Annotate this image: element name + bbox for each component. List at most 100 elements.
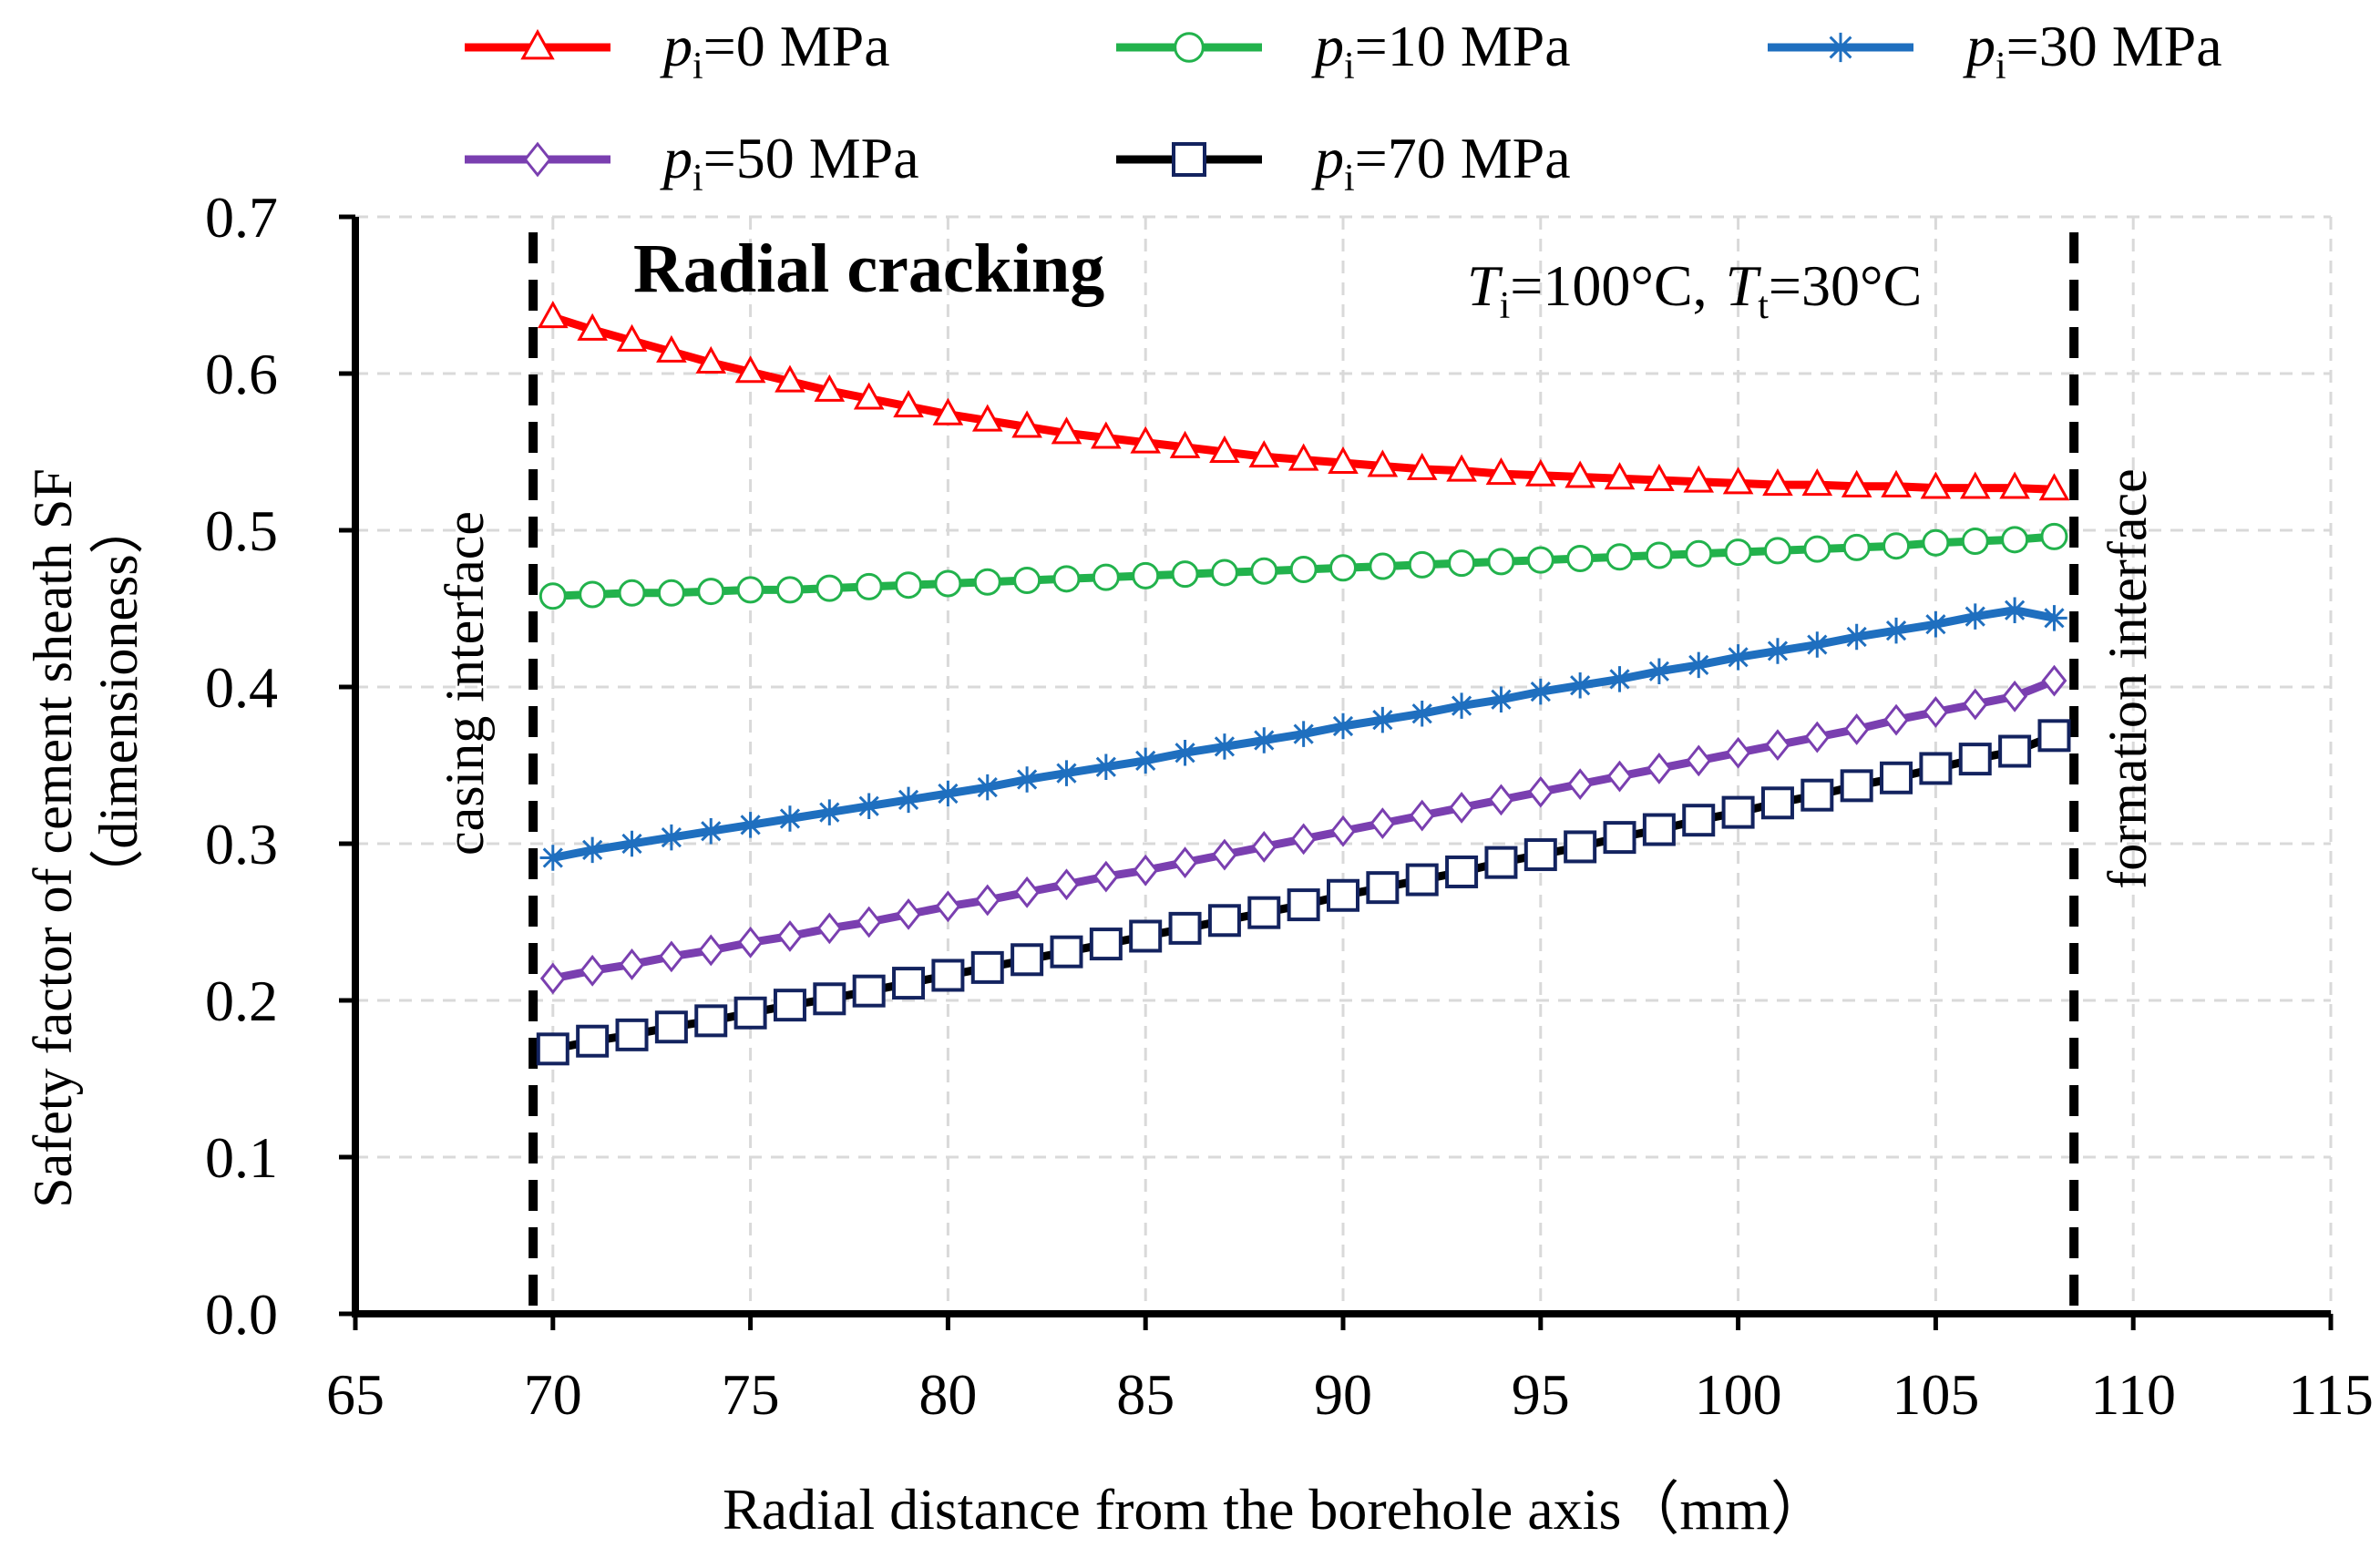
data-point	[1722, 466, 1754, 495]
data-point	[773, 989, 806, 1022]
data-point	[852, 974, 886, 1008]
data-point	[1091, 421, 1122, 449]
data-point	[1645, 541, 1673, 569]
data-point	[1013, 766, 1041, 793]
data-point	[2038, 473, 2070, 501]
annotation-casing-interface: casing interface	[435, 511, 495, 856]
data-point	[1881, 469, 1912, 497]
data-point	[1564, 830, 1597, 864]
data-point	[1605, 543, 1634, 571]
data-point	[1209, 435, 1240, 463]
x-tick-label: 75	[722, 1362, 780, 1427]
data-point	[697, 578, 725, 606]
y-tick-label: 0.6	[205, 342, 278, 406]
data-point	[537, 301, 569, 329]
x-tick-label: 105	[1892, 1362, 1979, 1427]
data-point	[1685, 539, 1713, 568]
data-point	[1922, 528, 1950, 557]
legend-label: pi=30 MPa	[1963, 14, 2222, 87]
data-point	[814, 374, 846, 402]
data-point	[1724, 538, 1752, 567]
data-point	[580, 954, 606, 987]
data-point	[1567, 768, 1594, 801]
x-tick-label: 65	[326, 1362, 385, 1427]
y-tick-label: 0.7	[205, 185, 278, 250]
data-point	[1840, 769, 1873, 803]
data-point	[618, 579, 646, 607]
data-point	[1010, 943, 1044, 977]
data-point	[853, 382, 885, 410]
ticks: 65 70 75 80 85 90 95 100 105 110 115 0.0 0.1 0.2 0.3 0.…	[205, 185, 2374, 1427]
data-point	[935, 780, 961, 807]
data-point	[1290, 823, 1317, 856]
data-point	[2037, 719, 2071, 753]
data-point	[654, 1010, 688, 1044]
annotation-formation-interface: formation interface	[2098, 468, 2158, 888]
data-point	[733, 996, 767, 1030]
data-point	[1014, 876, 1041, 908]
data-point	[974, 884, 1000, 917]
data-point	[615, 1018, 649, 1051]
y-axis-label-unit: （dimensioness）	[88, 499, 149, 903]
x-tick-label: 110	[2090, 1362, 2176, 1427]
x-tick-label: 115	[2288, 1362, 2374, 1427]
legend-label: pi=10 MPa	[1311, 14, 1571, 87]
data-point	[658, 940, 684, 973]
data-point	[1251, 831, 1277, 863]
data-point	[1566, 544, 1595, 572]
data-point	[1644, 463, 1675, 491]
data-point	[2002, 680, 2028, 712]
data-point	[1251, 727, 1277, 753]
data-point	[1448, 692, 1475, 719]
data-point	[1247, 896, 1281, 929]
data-point	[1999, 471, 2030, 499]
legend-marker	[520, 28, 555, 60]
data-point	[1013, 567, 1041, 595]
data-point	[970, 950, 1004, 984]
legend-item-4: pi=70 MPa	[1116, 126, 1571, 200]
data-point	[1880, 761, 1913, 794]
legend-label: pi=50 MPa	[660, 126, 919, 200]
y-tick-label: 0.0	[205, 1282, 278, 1347]
data-point	[816, 912, 843, 945]
data-point	[1800, 778, 1834, 812]
legend-item-3: pi=50 MPa	[465, 126, 919, 200]
data-point	[1765, 729, 1790, 762]
legend-marker	[523, 141, 552, 178]
interface-boundaries	[528, 232, 2079, 1314]
data-point	[1566, 672, 1594, 699]
data-point	[1961, 528, 1989, 556]
data-point	[1405, 863, 1439, 897]
data-point	[1923, 610, 1949, 638]
data-point	[1132, 561, 1160, 589]
data-point	[1998, 734, 2032, 768]
data-point	[1052, 565, 1081, 593]
series-1	[539, 522, 2068, 610]
data-point	[855, 572, 883, 600]
data-point	[577, 313, 608, 341]
x-tick-label: 70	[524, 1362, 582, 1427]
data-point	[1527, 678, 1554, 705]
data-point	[932, 397, 964, 425]
x-tick-label: 85	[1116, 1362, 1175, 1427]
legend-marker	[1825, 32, 1856, 63]
data-point	[1409, 700, 1435, 727]
data-point	[1406, 452, 1438, 480]
data-point	[1919, 752, 1953, 785]
y-tick-label: 0.1	[205, 1125, 278, 1190]
legend-marker	[1174, 32, 1205, 63]
data-point	[1882, 617, 1910, 644]
data-point	[1448, 549, 1476, 578]
data-point	[1526, 546, 1554, 574]
data-point	[698, 934, 724, 967]
data-point	[1093, 860, 1119, 893]
data-point	[1210, 559, 1238, 587]
grid	[355, 215, 2333, 1314]
data-point	[1287, 888, 1320, 922]
data-point	[1171, 560, 1199, 589]
data-point	[1168, 911, 1202, 945]
data-point	[935, 890, 961, 923]
annotation-temperature: Ti=100°C, Tt=30°C	[1467, 253, 1922, 327]
data-point	[1646, 753, 1672, 784]
legend-item-1: pi=10 MPa	[1116, 14, 1571, 87]
